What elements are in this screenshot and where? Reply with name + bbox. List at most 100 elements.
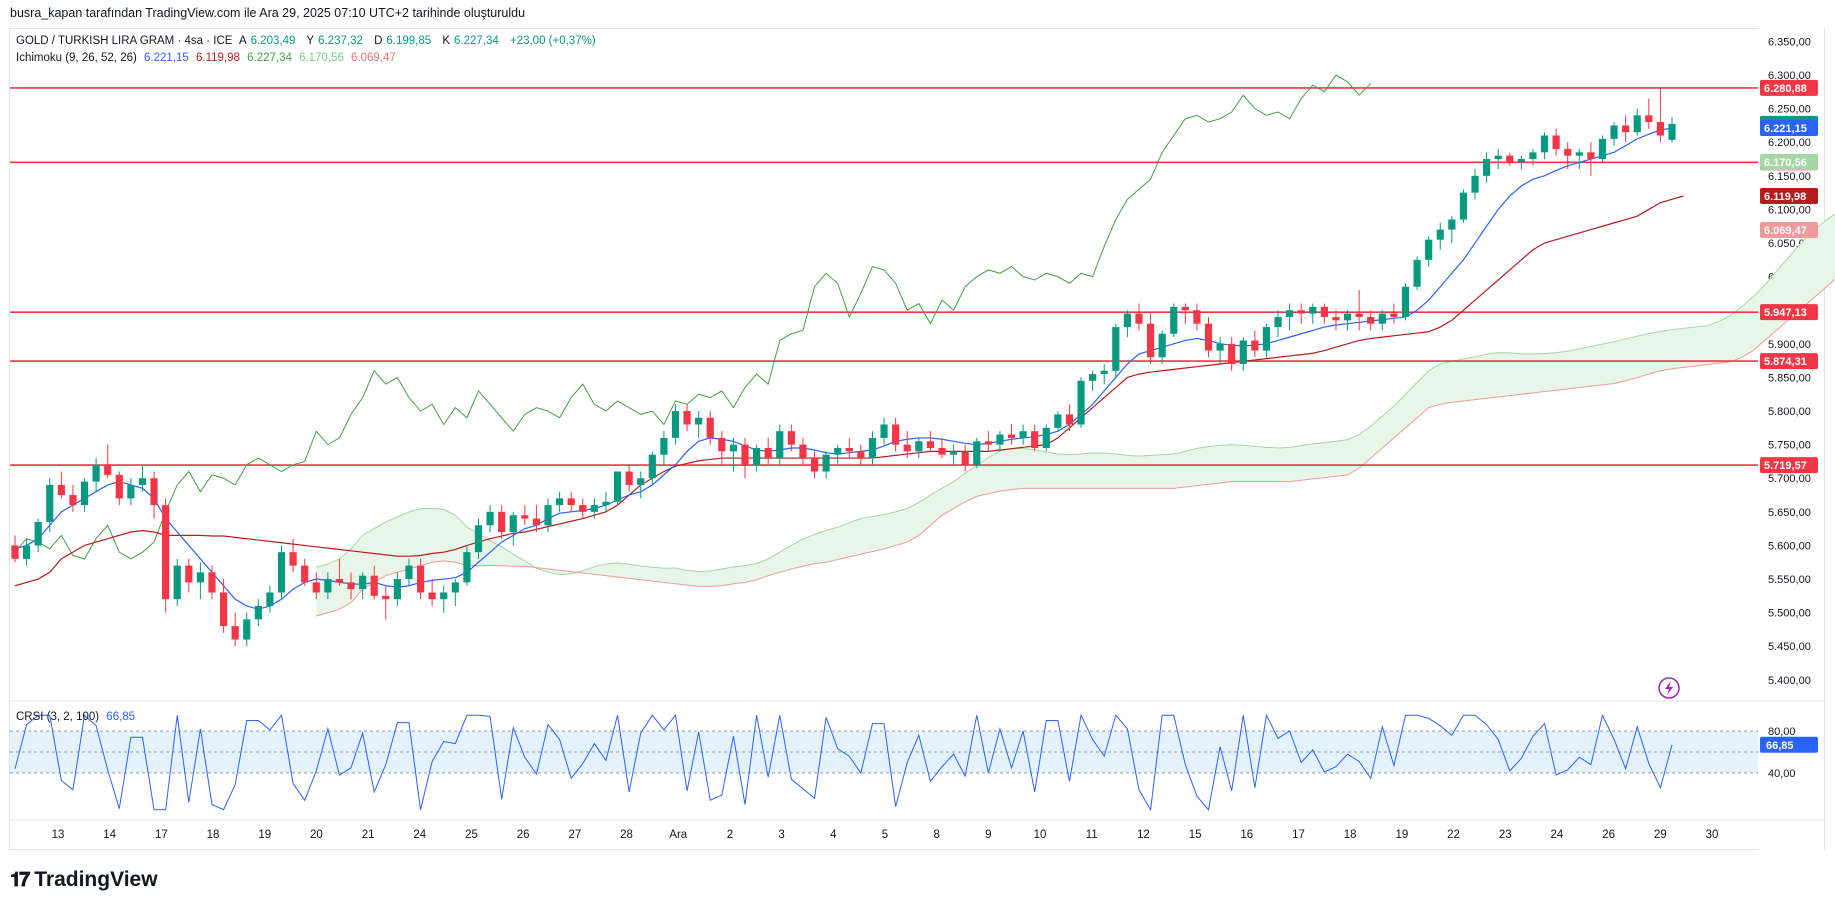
candle-body	[1517, 159, 1525, 163]
crsi-y-tick: 40,00	[1768, 768, 1796, 780]
ichimoku-span-b-value: 6.069,47	[351, 52, 396, 64]
ichimoku-legend[interactable]: Ichimoku (9, 26, 52, 26) 6.221,15 6.119,…	[16, 52, 400, 64]
candle-body	[868, 437, 877, 459]
x-tick-label: 27	[568, 829, 581, 841]
candle-body	[671, 411, 680, 438]
candle-body	[254, 605, 262, 620]
candle-body	[440, 592, 448, 600]
x-tick-label: 3	[778, 829, 784, 841]
candle-body	[208, 572, 216, 593]
candle-body	[695, 417, 703, 425]
candle-body	[1204, 323, 1213, 351]
candle-body	[498, 511, 506, 532]
candle-body	[266, 592, 274, 606]
candle-body	[1031, 431, 1039, 448]
candle-body	[1077, 380, 1085, 425]
candle-body	[347, 582, 355, 590]
candle-body	[1123, 313, 1131, 328]
ichimoku-span-a-line	[316, 213, 1835, 576]
y-tick-label: 5.850,00	[1768, 372, 1811, 384]
crsi-value-badge-label: 66,85	[1766, 740, 1794, 752]
tenkan-price-badge-label: 6.221,15	[1764, 123, 1807, 135]
candle-body	[1610, 125, 1618, 139]
candle-body	[80, 481, 89, 506]
x-tick-label: 10	[1034, 829, 1047, 841]
x-tick-label: 24	[1551, 829, 1564, 841]
x-tick-label: 11	[1086, 829, 1098, 841]
x-tick-label: 5	[882, 829, 888, 841]
ichimoku-label: Ichimoku (9, 26, 52, 26)	[16, 52, 137, 64]
ichimoku-span-a-value: 6.170,56	[299, 52, 344, 64]
candle-body	[1286, 310, 1294, 317]
candle-body	[324, 579, 332, 593]
candle-body	[1506, 155, 1514, 163]
candle-body	[104, 464, 112, 475]
x-tick-label: Ara	[669, 829, 688, 841]
low-label: D	[374, 35, 383, 47]
horizontal-level-label: 5.947,13	[1764, 307, 1807, 319]
x-tick-label: 8	[933, 829, 939, 841]
candle-body	[660, 437, 668, 455]
open-label: A	[238, 35, 247, 47]
candle-body	[1019, 431, 1027, 438]
candle-body	[1471, 175, 1479, 193]
candle-body	[11, 545, 19, 559]
tradingview-logo[interactable]: 𝟏𝟕 TradingView	[10, 868, 158, 892]
y-tick-label: 6.100,00	[1768, 204, 1811, 216]
candle-body	[1401, 286, 1410, 317]
candle-body	[1367, 316, 1375, 324]
candle-body	[138, 478, 147, 485]
high-label: Y	[306, 35, 315, 47]
candle-body	[776, 431, 784, 459]
candle-body	[127, 484, 135, 499]
symbol-legend[interactable]: GOLD / TURKISH LIRA GRAM · 4sa · ICE A 6.…	[16, 35, 600, 47]
candle-body	[1390, 313, 1398, 317]
candle-body	[451, 582, 459, 593]
candle-body	[1170, 306, 1178, 334]
x-tick-label: 17	[155, 829, 168, 841]
x-tick-label: 16	[1240, 829, 1253, 841]
y-tick-label: 6.200,00	[1768, 137, 1811, 149]
candle-body	[567, 498, 575, 506]
candle-body	[22, 545, 31, 559]
candle-body	[718, 437, 726, 452]
horizontal-level-badge	[1760, 353, 1818, 370]
x-tick-label: 14	[103, 829, 116, 841]
lightning-icon[interactable]	[1658, 677, 1680, 699]
candle-body	[903, 444, 911, 452]
candle-body	[335, 579, 344, 583]
candle-body	[1645, 115, 1653, 123]
y-tick-label: 6.350,00	[1768, 36, 1811, 48]
candle-body	[764, 448, 772, 459]
crsi-value: 66,85	[106, 711, 136, 723]
horizontal-level-label: 5.719,57	[1764, 460, 1807, 472]
crsi-legend[interactable]: CRSI (3, 2, 100) 66,85	[16, 711, 139, 723]
candle-body	[1065, 414, 1074, 425]
ohlc-high: Y 6.237,32	[306, 35, 366, 47]
crsi-value-badge	[1760, 736, 1818, 753]
candle-body	[834, 448, 842, 455]
candle-body	[1181, 306, 1189, 311]
published-note: busra_kapan tarafından TradingView.com i…	[10, 6, 526, 20]
candle-body	[1251, 340, 1259, 351]
candle-body	[1343, 313, 1352, 321]
candle-body	[1054, 414, 1062, 428]
candle-body	[219, 592, 228, 627]
candle-body	[996, 434, 1004, 445]
candle-body	[845, 448, 853, 452]
candle-body	[1158, 333, 1166, 358]
y-tick-label: 5.450,00	[1768, 641, 1811, 653]
symbol-title: GOLD / TURKISH LIRA GRAM · 4sa · ICE	[16, 35, 233, 47]
candle-body	[961, 451, 969, 465]
ichimoku-tenkan-value: 6.221,15	[144, 52, 189, 64]
brand-name: TradingView	[34, 868, 158, 891]
candle-body	[173, 565, 181, 600]
change-value: +23,00 (+0,37%)	[509, 35, 596, 47]
candle-body	[1459, 192, 1468, 220]
candle-body	[486, 511, 494, 526]
candle-body	[46, 484, 54, 522]
candle-body	[1448, 219, 1456, 230]
candle-body	[1239, 340, 1247, 364]
x-tick-label: 30	[1706, 829, 1719, 841]
